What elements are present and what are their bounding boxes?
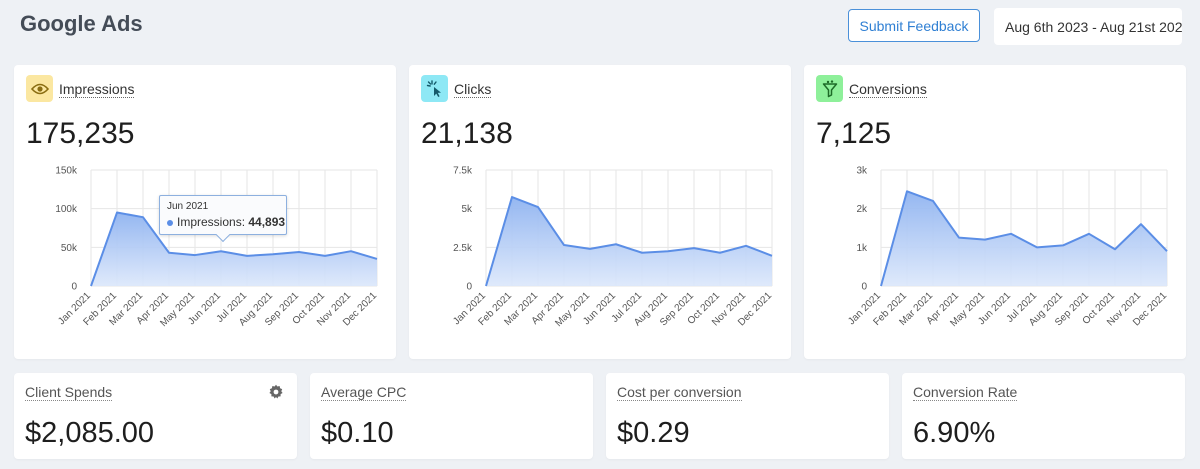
y-tick-label: 2.5k: [453, 243, 473, 254]
conversion-rate-card: Conversion Rate 6.90%: [902, 373, 1185, 459]
series-line: [485, 196, 773, 287]
page-title: Google Ads: [20, 11, 143, 36]
gear-icon[interactable]: [268, 384, 284, 400]
tooltip-series: Impressions:: [177, 215, 246, 229]
conversion-rate-value: 6.90%: [913, 417, 996, 449]
average-cpc-label[interactable]: Average CPC: [321, 384, 407, 401]
eye-icon: [26, 75, 53, 102]
y-tick-label: 7.5k: [453, 166, 473, 177]
series-line: [880, 190, 1168, 287]
conversion-rate-label[interactable]: Conversion Rate: [913, 384, 1018, 401]
y-tick-label: 0: [71, 282, 77, 293]
average-cpc-value: $0.10: [321, 417, 394, 449]
client-spends-label[interactable]: Client Spends: [25, 384, 113, 401]
impressions-value: 175,235: [26, 117, 135, 150]
y-tick-label: 1k: [856, 243, 868, 254]
client-spends-card: Client Spends $2,085.00: [14, 373, 297, 459]
clicks-label[interactable]: Clicks: [454, 81, 492, 98]
submit-feedback-button[interactable]: Submit Feedback: [848, 9, 980, 42]
y-tick-label: 100k: [55, 204, 78, 215]
series-dot-icon: [167, 219, 173, 226]
clicks-value: 21,138: [421, 117, 513, 150]
average-cpc-card: Average CPC $0.10: [310, 373, 593, 459]
conversions-card: Conversions 7,125 0 1k 2k 3k Jan 2021 Feb 202…: [804, 65, 1186, 359]
tooltip-month: Jun 2021: [167, 201, 209, 212]
series-area: [91, 212, 377, 286]
date-range-picker[interactable]: Aug 6th 2023 - Aug 21st 2023: [994, 8, 1182, 45]
tooltip-value: 44,893: [248, 215, 286, 229]
cost-per-conversion-value: $0.29: [617, 417, 690, 449]
series-area: [881, 191, 1167, 286]
client-spends-value: $2,085.00: [25, 417, 155, 449]
cost-per-conversion-label[interactable]: Cost per conversion: [617, 384, 742, 401]
chart-tooltip: Jun 2021 Impressions: 44,893: [159, 195, 287, 235]
y-tick-label: 5k: [461, 204, 473, 215]
y-tick-label: 150k: [55, 166, 78, 177]
conversions-label[interactable]: Conversions: [849, 81, 927, 98]
cost-per-conversion-card: Cost per conversion $0.29: [606, 373, 889, 459]
y-tick-label: 0: [861, 282, 867, 293]
y-tick-label: 50k: [61, 243, 78, 254]
series-area: [486, 197, 772, 286]
funnel-icon: [816, 75, 843, 102]
y-tick-label: 3k: [856, 166, 868, 177]
y-tick-label: 2k: [856, 204, 868, 215]
series-line: [90, 211, 378, 287]
y-tick-label: 0: [466, 282, 472, 293]
impressions-label[interactable]: Impressions: [59, 81, 135, 98]
impressions-card: Impressions 175,235 0 50k 100k 150k Jan 2021…: [14, 65, 396, 359]
cursor-click-icon: [421, 75, 448, 102]
conversions-value: 7,125: [816, 117, 892, 150]
clicks-card: Clicks 21,138 0 2.5k 5k 7.5k Jan 2021 Feb 202…: [409, 65, 791, 359]
